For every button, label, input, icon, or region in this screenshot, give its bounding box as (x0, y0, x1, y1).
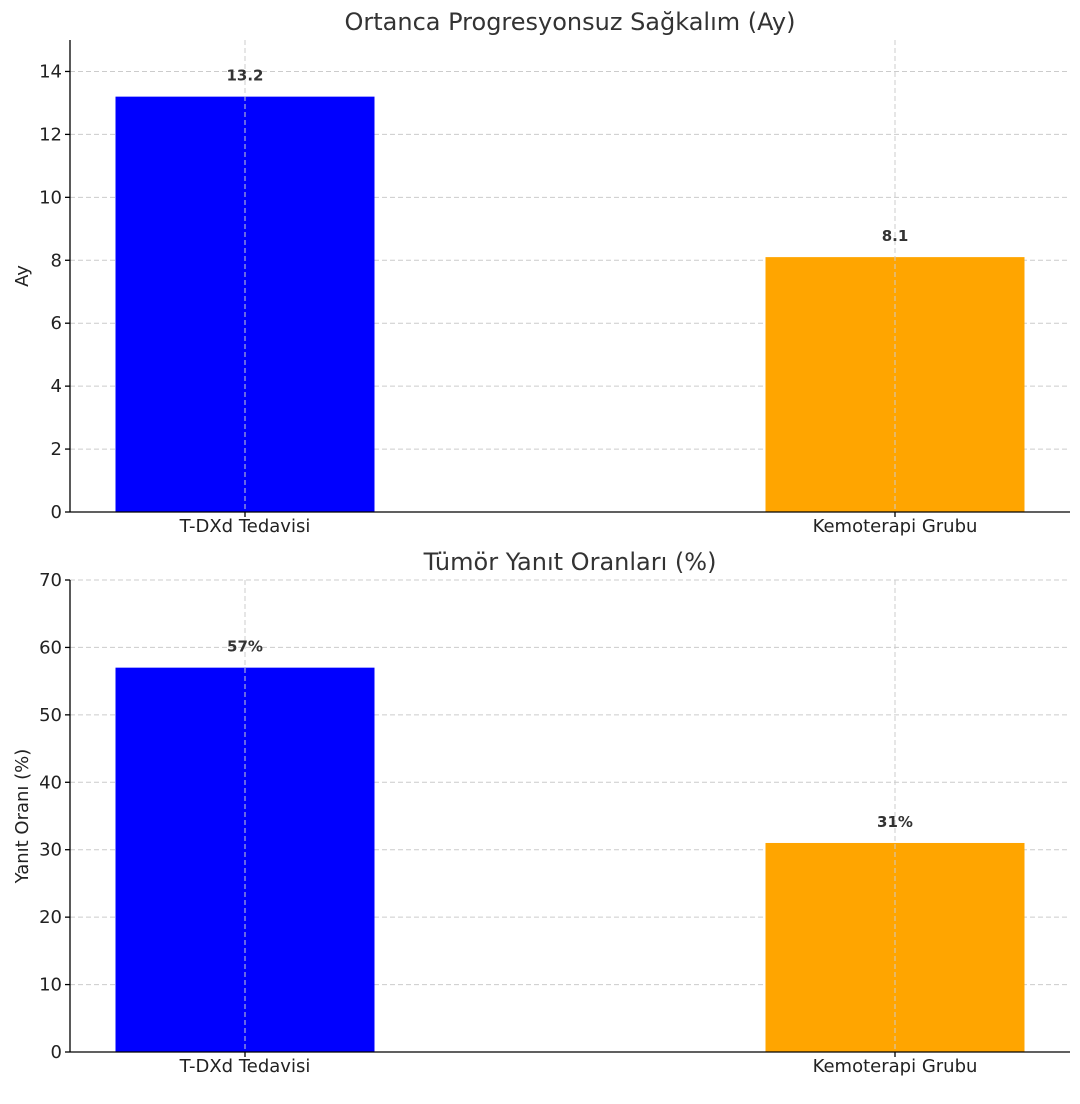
y-tick-label: 30 (39, 840, 62, 861)
x-tick-label: T-DXd Tedavisi (179, 516, 311, 537)
y-tick-label: 12 (39, 124, 62, 145)
y-tick-label: 4 (51, 376, 62, 397)
y-tick-label: 10 (39, 975, 62, 996)
y-tick-label: 70 (39, 570, 62, 591)
y-tick-label: 20 (39, 907, 62, 928)
data-label: 13.2 (226, 67, 263, 85)
y-tick-label: 0 (51, 502, 62, 523)
x-tick-label: Kemoterapi Grubu (813, 516, 978, 537)
y-tick-label: 50 (39, 705, 62, 726)
y-tick-label: 14 (39, 61, 62, 82)
y-tick-label: 10 (39, 187, 62, 208)
chart-panel-2: Tümör Yanıt Oranları (%) 57% 31% 0 10 20 30 40 5… (12, 548, 1070, 1077)
chart-title: Ortanca Progresyonsuz Sağkalım (Ay) (345, 8, 796, 36)
chart-title: Tümör Yanıt Oranları (%) (423, 548, 717, 576)
y-tick-label: 2 (51, 439, 62, 460)
y-axis-label: Ay (12, 265, 33, 287)
data-label: 8.1 (882, 227, 909, 245)
y-tick-label: 8 (51, 250, 62, 271)
x-tick-label: Kemoterapi Grubu (813, 1056, 978, 1077)
y-axis-label: Yanıt Oranı (%) (12, 749, 33, 885)
y-tick-label: 60 (39, 637, 62, 658)
y-tick-label: 0 (51, 1042, 62, 1063)
y-tick-label: 40 (39, 772, 62, 793)
data-label: 57% (227, 638, 263, 656)
y-tick-label: 6 (51, 313, 62, 334)
chart-panel-1: Ortanca Progresyonsuz Sağkalım (Ay) 13.2 8… (12, 8, 1070, 537)
bar-1 (115, 667, 375, 1052)
x-tick-label: T-DXd Tedavisi (179, 1056, 311, 1077)
data-label: 31% (877, 813, 913, 831)
